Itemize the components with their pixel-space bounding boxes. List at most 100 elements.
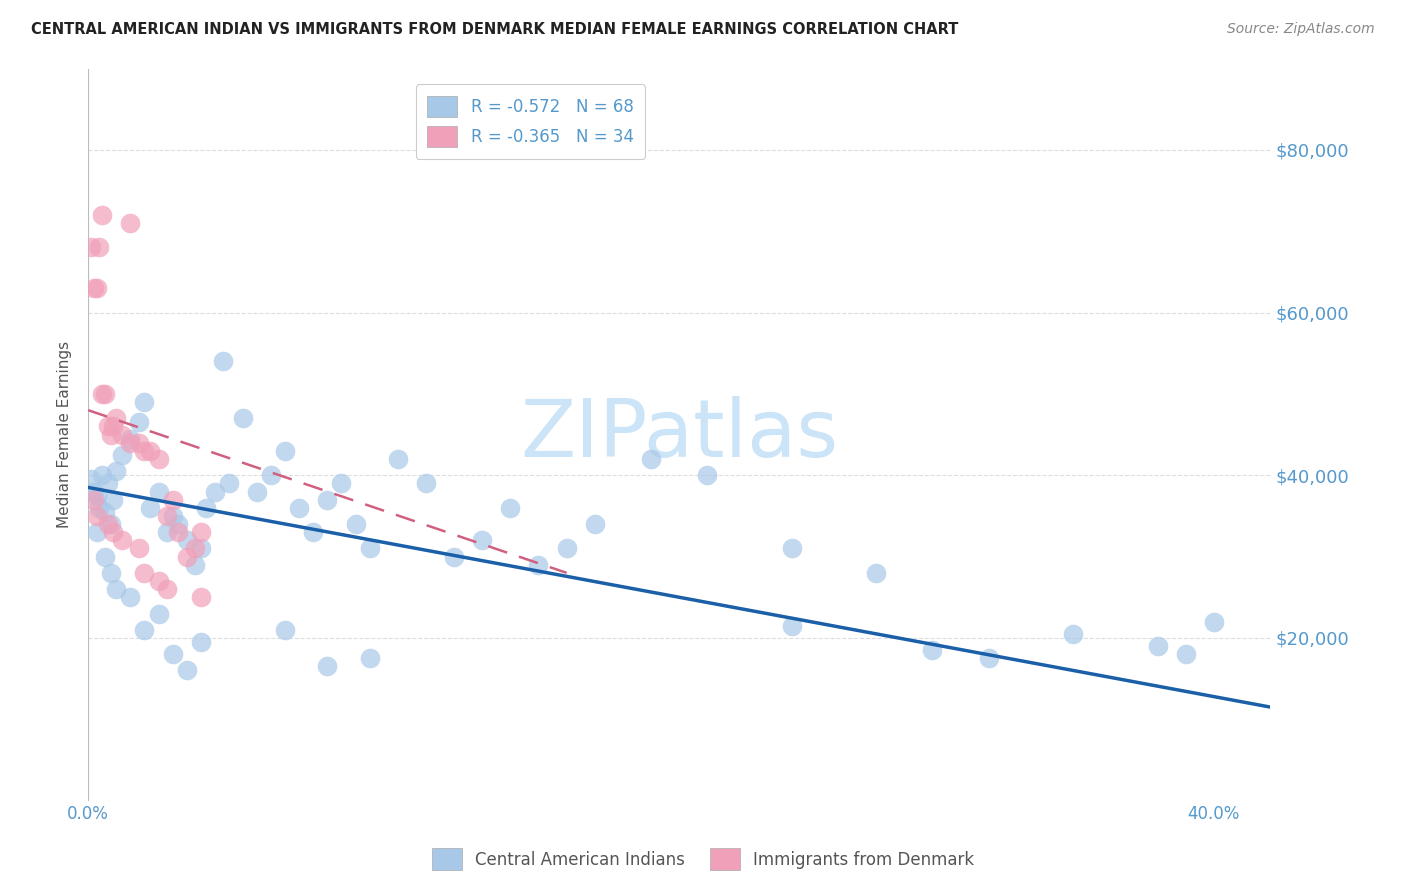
Point — [190, 525, 212, 540]
Point — [111, 448, 134, 462]
Point — [83, 281, 105, 295]
Point — [120, 216, 142, 230]
Point — [555, 541, 578, 556]
Point — [1174, 647, 1197, 661]
Point — [134, 566, 156, 580]
Point — [162, 647, 184, 661]
Point — [134, 623, 156, 637]
Point — [100, 427, 122, 442]
Point — [100, 516, 122, 531]
Point — [232, 411, 254, 425]
Text: ZIPatlas: ZIPatlas — [520, 395, 838, 474]
Point — [103, 525, 125, 540]
Point — [184, 541, 207, 556]
Point — [190, 541, 212, 556]
Y-axis label: Median Female Earnings: Median Female Earnings — [58, 341, 72, 528]
Point — [780, 618, 803, 632]
Point — [316, 492, 339, 507]
Point — [134, 395, 156, 409]
Point — [97, 476, 120, 491]
Point — [134, 443, 156, 458]
Point — [86, 508, 108, 523]
Point — [94, 387, 117, 401]
Point — [499, 500, 522, 515]
Point — [120, 435, 142, 450]
Point — [167, 525, 190, 540]
Point — [139, 443, 162, 458]
Point — [162, 492, 184, 507]
Point — [359, 651, 381, 665]
Point — [176, 549, 198, 564]
Point — [218, 476, 240, 491]
Point — [91, 208, 114, 222]
Point — [977, 651, 1000, 665]
Point — [176, 664, 198, 678]
Point — [780, 541, 803, 556]
Point — [128, 416, 150, 430]
Point — [148, 607, 170, 621]
Point — [105, 464, 128, 478]
Point — [86, 281, 108, 295]
Point — [97, 419, 120, 434]
Point — [139, 500, 162, 515]
Point — [162, 508, 184, 523]
Point — [91, 387, 114, 401]
Text: Source: ZipAtlas.com: Source: ZipAtlas.com — [1227, 22, 1375, 37]
Point — [359, 541, 381, 556]
Point — [86, 489, 108, 503]
Point — [83, 492, 105, 507]
Point — [260, 468, 283, 483]
Point — [696, 468, 718, 483]
Point — [167, 516, 190, 531]
Point — [103, 419, 125, 434]
Point — [195, 500, 218, 515]
Point — [105, 411, 128, 425]
Point — [120, 432, 142, 446]
Point — [640, 452, 662, 467]
Point — [330, 476, 353, 491]
Point — [156, 582, 179, 596]
Point — [91, 468, 114, 483]
Point — [148, 484, 170, 499]
Point — [921, 643, 943, 657]
Point — [86, 525, 108, 540]
Text: CENTRAL AMERICAN INDIAN VS IMMIGRANTS FROM DENMARK MEDIAN FEMALE EARNINGS CORREL: CENTRAL AMERICAN INDIAN VS IMMIGRANTS FR… — [31, 22, 959, 37]
Point — [190, 635, 212, 649]
Point — [204, 484, 226, 499]
Point — [89, 500, 111, 515]
Point — [387, 452, 409, 467]
Point — [128, 541, 150, 556]
Point — [316, 659, 339, 673]
Point — [1146, 639, 1168, 653]
Legend: R = -0.572   N = 68, R = -0.365   N = 34: R = -0.572 N = 68, R = -0.365 N = 34 — [416, 84, 645, 159]
Point — [111, 533, 134, 548]
Point — [471, 533, 494, 548]
Point — [89, 240, 111, 254]
Point — [176, 533, 198, 548]
Point — [443, 549, 465, 564]
Point — [288, 500, 311, 515]
Legend: Central American Indians, Immigrants from Denmark: Central American Indians, Immigrants fro… — [425, 842, 981, 877]
Point — [97, 516, 120, 531]
Point — [94, 549, 117, 564]
Point — [100, 566, 122, 580]
Point — [344, 516, 367, 531]
Point — [1062, 627, 1084, 641]
Point — [274, 443, 297, 458]
Point — [212, 354, 235, 368]
Point — [415, 476, 437, 491]
Point — [527, 558, 550, 572]
Point — [246, 484, 269, 499]
Point — [302, 525, 325, 540]
Point — [583, 516, 606, 531]
Point — [148, 452, 170, 467]
Point — [156, 525, 179, 540]
Point — [865, 566, 887, 580]
Point — [120, 591, 142, 605]
Point — [83, 484, 105, 499]
Point — [1202, 615, 1225, 629]
Point — [274, 623, 297, 637]
Point — [111, 427, 134, 442]
Point — [148, 574, 170, 588]
Point — [184, 558, 207, 572]
